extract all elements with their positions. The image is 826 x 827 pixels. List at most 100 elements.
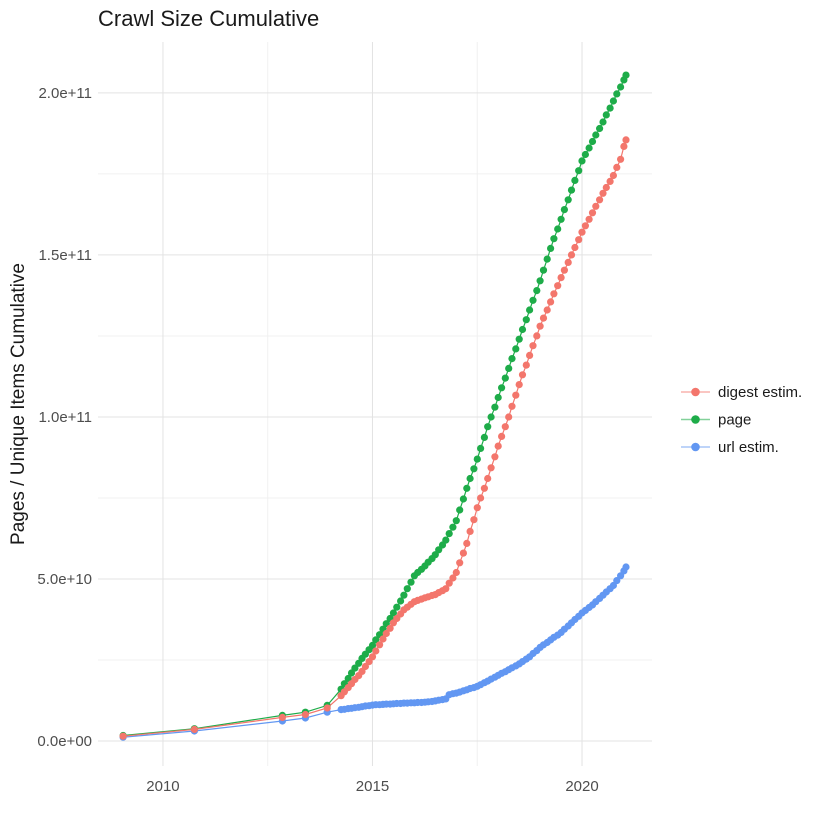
data-point-page bbox=[470, 465, 478, 473]
data-point-page bbox=[400, 591, 408, 599]
data-point-digest-estim bbox=[361, 662, 369, 671]
data-point-page bbox=[463, 484, 471, 492]
data-point-page bbox=[547, 244, 555, 252]
data-point-page bbox=[526, 306, 534, 314]
data-point-digest-estim bbox=[372, 647, 380, 655]
data-point-page bbox=[452, 517, 460, 525]
y-axis-title: Pages / Unique Items Cumulative bbox=[8, 263, 29, 545]
data-point-digest-estim bbox=[557, 274, 565, 282]
data-point-digest-estim bbox=[463, 539, 471, 548]
data-point-digest-estim bbox=[382, 629, 390, 638]
data-point-page bbox=[578, 157, 586, 165]
x-tick-label: 2020 bbox=[565, 778, 598, 795]
data-point-page bbox=[487, 413, 495, 421]
data-point-digest-estim bbox=[536, 322, 544, 330]
data-point-page bbox=[529, 296, 537, 304]
data-point-page bbox=[554, 225, 562, 233]
legend: digest estim. page url estim. bbox=[681, 384, 802, 456]
data-point-digest-estim bbox=[456, 559, 464, 567]
data-point-page bbox=[393, 603, 401, 611]
data-point-digest-estim bbox=[278, 713, 286, 722]
data-point-digest-estim bbox=[571, 243, 579, 252]
data-point-page bbox=[351, 664, 359, 672]
data-point-digest-estim bbox=[602, 183, 610, 192]
data-point-page bbox=[372, 636, 380, 644]
data-point-page bbox=[368, 641, 377, 650]
data-point-page bbox=[550, 235, 558, 243]
data-point-page bbox=[442, 536, 450, 544]
data-point-digest-estim bbox=[533, 332, 541, 340]
data-point-digest-estim bbox=[592, 202, 600, 210]
data-point-page bbox=[397, 597, 405, 605]
data-point-digest-estim bbox=[515, 381, 523, 389]
x-axis-tick-labels: 2010 2015 2020 bbox=[146, 778, 598, 795]
data-point-page bbox=[515, 335, 523, 343]
legend-item: page bbox=[681, 412, 751, 429]
data-point-page bbox=[575, 167, 583, 175]
series-page bbox=[119, 71, 630, 740]
data-point-digest-estim bbox=[484, 474, 492, 483]
data-point-digest-estim bbox=[554, 282, 562, 290]
data-point-page bbox=[557, 215, 565, 223]
data-point-page bbox=[473, 455, 481, 463]
data-point-digest-estim bbox=[550, 290, 558, 298]
data-point-page bbox=[498, 384, 506, 392]
data-point-digest-estim bbox=[613, 163, 621, 171]
legend-item-label: page bbox=[718, 412, 751, 429]
data-point-page bbox=[459, 495, 467, 503]
data-point-page bbox=[622, 71, 630, 79]
data-point-url-estim bbox=[622, 563, 630, 571]
series-digest-estim bbox=[119, 136, 630, 740]
data-point-digest-estim bbox=[522, 361, 530, 369]
data-point-page bbox=[505, 364, 513, 372]
data-point-digest-estim bbox=[609, 171, 618, 180]
data-point-digest-estim bbox=[599, 189, 607, 197]
legend-key-dot bbox=[691, 442, 700, 452]
series-url-estim bbox=[119, 563, 630, 741]
x-tick-label: 2010 bbox=[146, 778, 179, 795]
data-point-digest-estim bbox=[379, 635, 387, 643]
data-point-page bbox=[522, 316, 530, 324]
data-point-digest-estim bbox=[622, 136, 630, 144]
data-point-digest-estim bbox=[459, 549, 467, 557]
data-point-digest-estim bbox=[491, 453, 499, 461]
data-point-page bbox=[581, 150, 590, 159]
legend-key-dot bbox=[691, 415, 700, 424]
data-point-page bbox=[477, 444, 485, 452]
y-axis-tick-labels: 0.0e+00 5.0e+10 1.0e+11 1.5e+11 2.0e+11 bbox=[37, 85, 92, 750]
data-point-digest-estim bbox=[498, 432, 506, 440]
data-point-digest-estim bbox=[617, 155, 625, 163]
data-point-digest-estim bbox=[477, 494, 485, 502]
y-tick-label: 1.0e+11 bbox=[38, 409, 92, 426]
data-point-digest-estim bbox=[588, 209, 597, 217]
data-point-digest-estim bbox=[529, 342, 537, 350]
data-point-digest-estim bbox=[480, 484, 488, 492]
data-point-page bbox=[518, 325, 527, 334]
data-point-digest-estim bbox=[301, 710, 309, 719]
data-point-page bbox=[449, 523, 457, 531]
data-point-url-estim bbox=[613, 577, 621, 585]
data-point-page bbox=[512, 345, 520, 353]
chart-title: Crawl Size Cumulative bbox=[98, 6, 319, 31]
data-point-page bbox=[567, 186, 576, 194]
data-point-digest-estim bbox=[581, 222, 590, 230]
data-point-page bbox=[389, 609, 397, 617]
data-point-page bbox=[494, 393, 502, 402]
legend-item-label: url estim. bbox=[718, 439, 779, 456]
data-point-digest-estim bbox=[501, 423, 509, 431]
data-point-page bbox=[491, 403, 499, 411]
data-point-page bbox=[536, 277, 544, 285]
data-point-digest-estim bbox=[368, 653, 377, 661]
y-tick-label: 2.0e+11 bbox=[38, 85, 92, 102]
data-point-page bbox=[609, 97, 618, 105]
y-tick-label: 1.5e+11 bbox=[38, 247, 92, 264]
legend-key-dot bbox=[691, 387, 700, 397]
data-point-page bbox=[585, 144, 593, 152]
data-point-digest-estim bbox=[505, 413, 513, 421]
data-point-digest-estim bbox=[190, 725, 198, 734]
data-point-digest-estim bbox=[442, 585, 450, 593]
data-point-page bbox=[596, 124, 604, 133]
y-tick-label: 0.0e+00 bbox=[37, 733, 92, 750]
data-point-digest-estim bbox=[386, 624, 394, 632]
data-point-digest-estim bbox=[376, 641, 384, 649]
